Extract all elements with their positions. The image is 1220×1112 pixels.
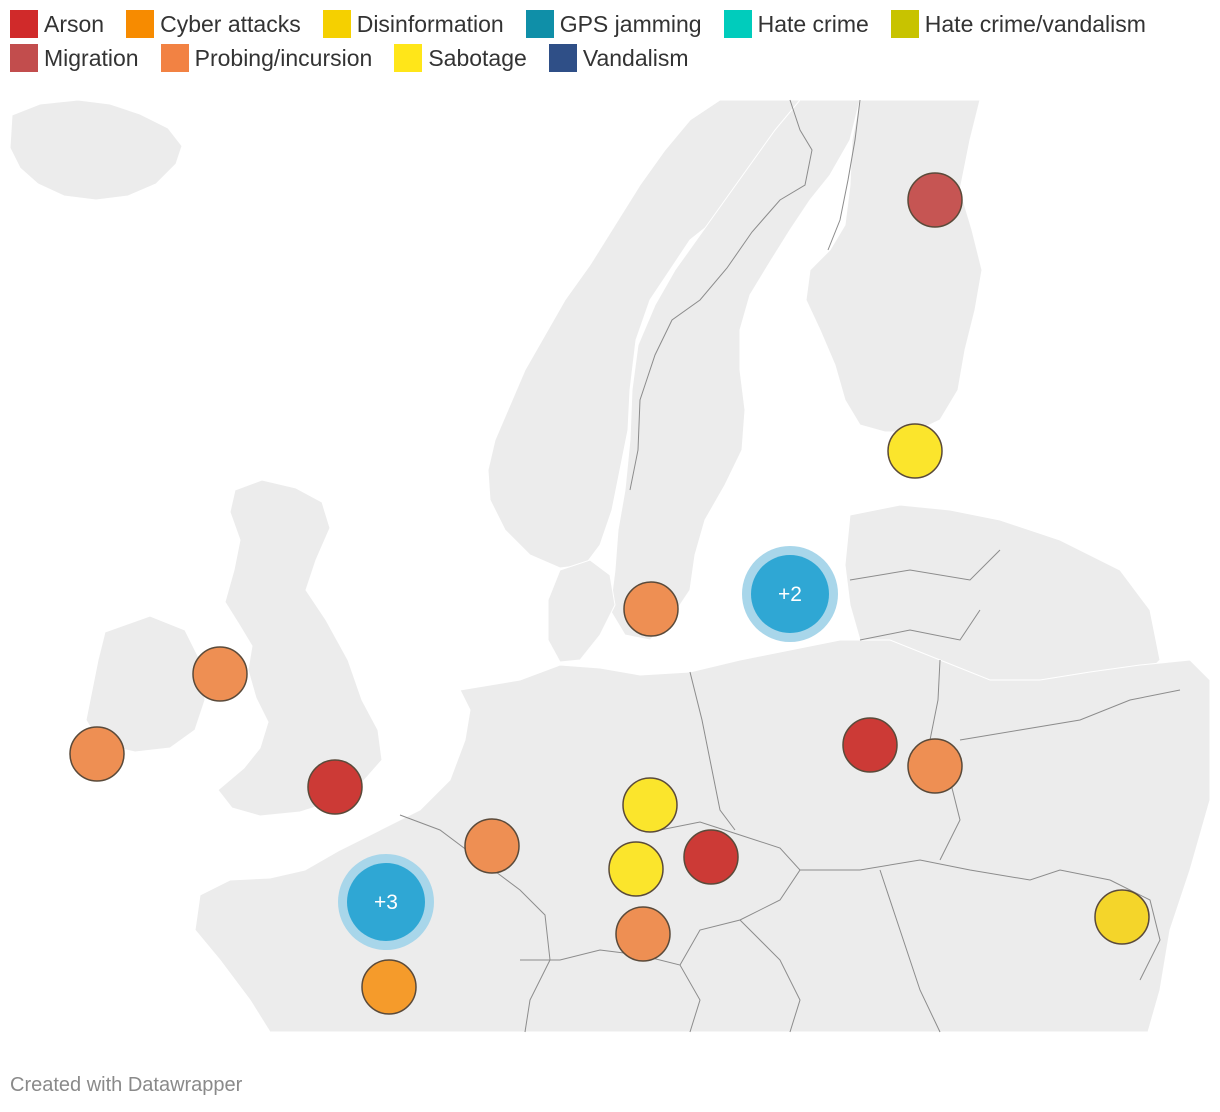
legend-swatch-disinformation xyxy=(322,10,351,38)
land-layer xyxy=(9,99,1211,1033)
legend-label-arson: Arson xyxy=(44,10,105,37)
land-uk xyxy=(217,479,383,817)
legend-item-cyber-attacks[interactable]: Cyber attacks xyxy=(126,10,301,38)
legend-item-arson[interactable]: Arson xyxy=(10,10,104,38)
legend-item-hate-crime[interactable]: Hate crime xyxy=(723,10,869,38)
legend-label-cyber-attacks: Cyber attacks xyxy=(160,10,301,37)
marker-probing-eastern-poland[interactable] xyxy=(907,738,963,794)
legend-swatch-gps-jamming xyxy=(525,10,554,38)
legend-swatch-arson xyxy=(10,10,38,38)
legend-swatch-sabotage xyxy=(394,44,423,72)
legend-label-hate-crime: Hate crime xyxy=(757,10,869,37)
legend-label-probing-incursion: Probing/incursion xyxy=(194,44,373,71)
cluster-layer: +2 +3 xyxy=(338,546,838,950)
cluster-northern-france[interactable]: +3 xyxy=(338,854,434,950)
legend-swatch-hate-crime xyxy=(723,10,752,38)
marker-sabotage-central-germany[interactable] xyxy=(622,777,678,833)
marker-arson-czech-republic[interactable] xyxy=(683,829,739,885)
legend-item-vandalism[interactable]: Vandalism xyxy=(548,44,689,72)
legend-swatch-hate-crime-vandalism xyxy=(890,10,919,38)
legend-label-sabotage: Sabotage xyxy=(428,44,527,71)
land-iceland xyxy=(9,99,183,201)
marker-arson-warsaw[interactable] xyxy=(842,717,898,773)
marker-sabotage-southern-germany[interactable] xyxy=(608,841,664,897)
legend-label-migration: Migration xyxy=(44,44,139,71)
border-belarus-ukraine xyxy=(959,689,1181,741)
cluster-label-northern-france: +3 xyxy=(374,891,398,914)
legend-swatch-probing-incursion xyxy=(160,44,189,72)
legend-item-gps-jamming[interactable]: GPS jamming xyxy=(525,10,702,38)
legend-label-vandalism: Vandalism xyxy=(582,44,689,71)
border-hungary-romania xyxy=(800,859,1111,881)
europe-map[interactable]: +2 +3 xyxy=(0,98,1220,1038)
cluster-baltic-sea[interactable]: +2 xyxy=(742,546,838,642)
legend: Arson Cyber attacks Disinformation GPS j… xyxy=(10,10,1210,72)
border-baltic-states xyxy=(849,549,1001,641)
border-sweden-finland xyxy=(827,99,861,251)
border-moldova xyxy=(1109,879,1161,981)
cluster-core-baltic-sea xyxy=(751,555,829,633)
legend-label-gps-jamming: GPS jamming xyxy=(559,10,702,37)
legend-label-disinformation: Disinformation xyxy=(356,10,504,37)
marker-disinfo-moldova[interactable] xyxy=(1094,889,1150,945)
legend-swatch-cyber-attacks xyxy=(126,10,155,38)
cluster-label-baltic-sea: +2 xyxy=(778,583,802,606)
marker-cyber-southern-france[interactable] xyxy=(361,959,417,1015)
border-layer xyxy=(399,99,1181,1033)
land-denmark xyxy=(547,559,616,663)
marker-sabotage-gulf-of-finland[interactable] xyxy=(887,423,943,479)
legend-item-migration[interactable]: Migration xyxy=(10,44,139,72)
marker-probing-southern-sweden[interactable] xyxy=(623,581,679,637)
legend-item-sabotage[interactable]: Sabotage xyxy=(394,44,527,72)
legend-item-hate-crime-vandalism[interactable]: Hate crime/vandalism xyxy=(890,10,1146,38)
border-norway-sweden xyxy=(629,99,813,491)
marker-probing-southern-ireland[interactable] xyxy=(69,726,125,782)
border-france-belgium-germany xyxy=(399,814,551,1033)
marker-arson-london[interactable] xyxy=(307,759,363,815)
marker-migration-northern-finland[interactable] xyxy=(907,172,963,228)
legend-item-disinformation[interactable]: Disinformation xyxy=(322,10,504,38)
marker-probing-bavaria[interactable] xyxy=(615,906,671,962)
cluster-core-northern-france xyxy=(347,863,425,941)
datawrapper-credit[interactable]: Created with Datawrapper xyxy=(10,1074,243,1096)
legend-swatch-migration xyxy=(10,44,38,72)
legend-item-probing-incursion[interactable]: Probing/incursion xyxy=(160,44,373,72)
marker-probing-belgium[interactable] xyxy=(464,818,520,874)
marker-probing-irish-sea[interactable] xyxy=(192,646,248,702)
land-ireland xyxy=(85,615,206,753)
legend-swatch-vandalism xyxy=(548,44,577,72)
marker-layer xyxy=(69,172,1150,1015)
border-austria-hungary-south xyxy=(739,869,941,1033)
border-germany-poland xyxy=(689,671,736,831)
legend-label-hate-crime-vandalism: Hate crime/vandalism xyxy=(924,10,1146,37)
